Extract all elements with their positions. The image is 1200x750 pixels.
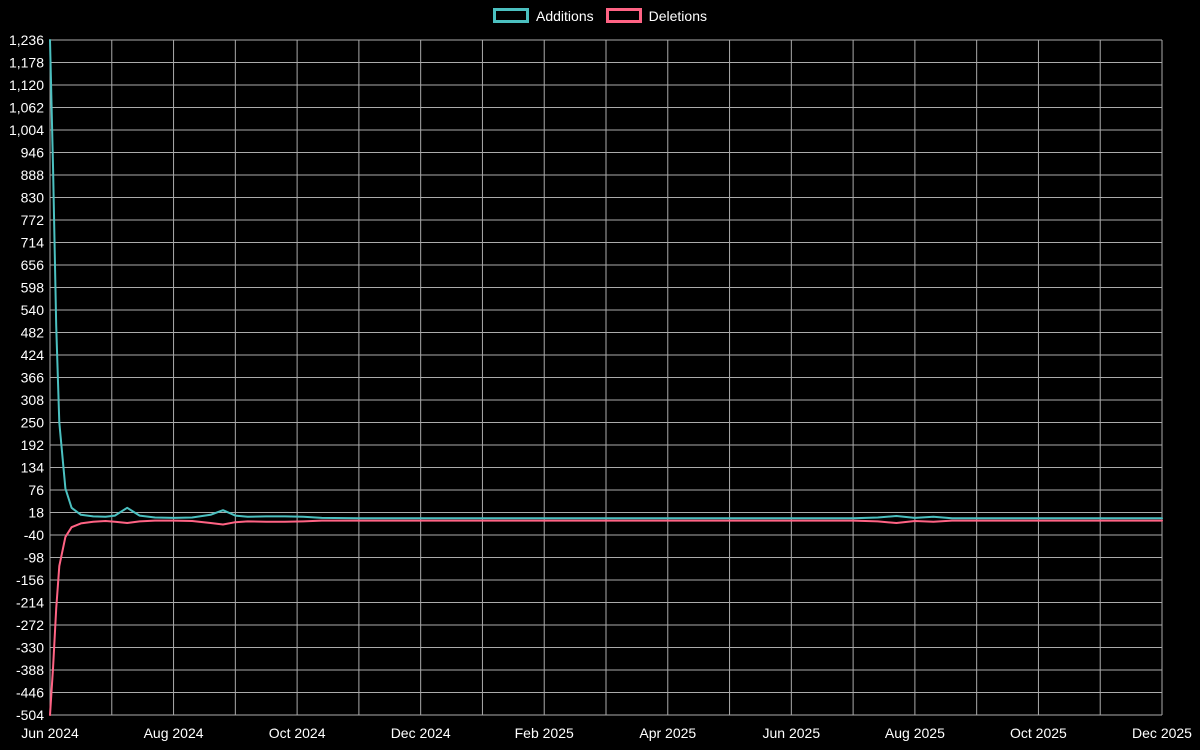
svg-text:-214: -214 <box>16 595 44 611</box>
svg-text:Feb 2025: Feb 2025 <box>515 725 574 741</box>
svg-text:830: 830 <box>21 190 45 206</box>
svg-text:-156: -156 <box>16 572 44 588</box>
svg-text:888: 888 <box>21 167 45 183</box>
svg-text:-330: -330 <box>16 640 44 656</box>
svg-text:424: 424 <box>21 347 45 363</box>
svg-text:250: 250 <box>21 415 45 431</box>
svg-text:-272: -272 <box>16 617 44 633</box>
svg-text:946: 946 <box>21 145 45 161</box>
svg-text:Dec 2025: Dec 2025 <box>1132 725 1192 741</box>
svg-text:-504: -504 <box>16 707 44 723</box>
legend-label-additions: Additions <box>536 7 594 24</box>
svg-text:134: 134 <box>21 460 45 476</box>
svg-text:1,062: 1,062 <box>9 100 44 116</box>
svg-text:-98: -98 <box>24 550 44 566</box>
legend-item-deletions[interactable]: Deletions <box>605 7 707 24</box>
svg-text:Oct 2025: Oct 2025 <box>1010 725 1067 741</box>
legend-label-deletions: Deletions <box>648 7 707 24</box>
x-axis-labels: Jun 2024 Aug 2024 Oct 2024 Dec 2024 Feb 2025… <box>21 725 1192 741</box>
svg-text:540: 540 <box>21 302 45 318</box>
legend-item-additions[interactable]: Additions <box>493 8 594 23</box>
svg-text:76: 76 <box>28 482 44 498</box>
svg-text:Jun 2025: Jun 2025 <box>763 725 821 741</box>
svg-text:656: 656 <box>21 257 45 273</box>
svg-text:366: 366 <box>21 370 45 386</box>
chart-legend: Additions Deletions <box>0 8 1200 23</box>
svg-text:18: 18 <box>28 505 44 521</box>
svg-text:1,178: 1,178 <box>9 55 44 71</box>
svg-text:Aug 2024: Aug 2024 <box>144 725 204 741</box>
svg-text:Apr 2025: Apr 2025 <box>639 725 696 741</box>
svg-text:192: 192 <box>21 437 45 453</box>
svg-text:Oct 2024: Oct 2024 <box>269 725 326 741</box>
svg-text:1,120: 1,120 <box>9 77 44 93</box>
svg-text:1,236: 1,236 <box>9 32 44 48</box>
svg-text:482: 482 <box>21 325 45 341</box>
deletions-color-swatch-icon <box>605 8 642 23</box>
svg-text:Dec 2024: Dec 2024 <box>391 725 451 741</box>
svg-text:-446: -446 <box>16 685 44 701</box>
svg-text:308: 308 <box>21 392 45 408</box>
svg-text:-388: -388 <box>16 662 44 678</box>
svg-text:714: 714 <box>21 235 45 251</box>
series-line-additions <box>49 39 1163 520</box>
svg-text:-40: -40 <box>24 527 44 543</box>
svg-text:1,004: 1,004 <box>9 122 44 138</box>
svg-text:Aug 2025: Aug 2025 <box>885 725 945 741</box>
svg-text:772: 772 <box>21 212 45 228</box>
svg-text:Jun 2024: Jun 2024 <box>21 725 79 741</box>
y-axis-labels: 1,236 1,178 1,120 1,062 1,004 946 888 830 772 714… <box>9 32 44 723</box>
additions-color-swatch-icon <box>493 8 530 23</box>
series-line-deletions <box>49 519 1163 716</box>
svg-text:598: 598 <box>21 280 45 296</box>
grid-lines <box>49 39 1163 716</box>
